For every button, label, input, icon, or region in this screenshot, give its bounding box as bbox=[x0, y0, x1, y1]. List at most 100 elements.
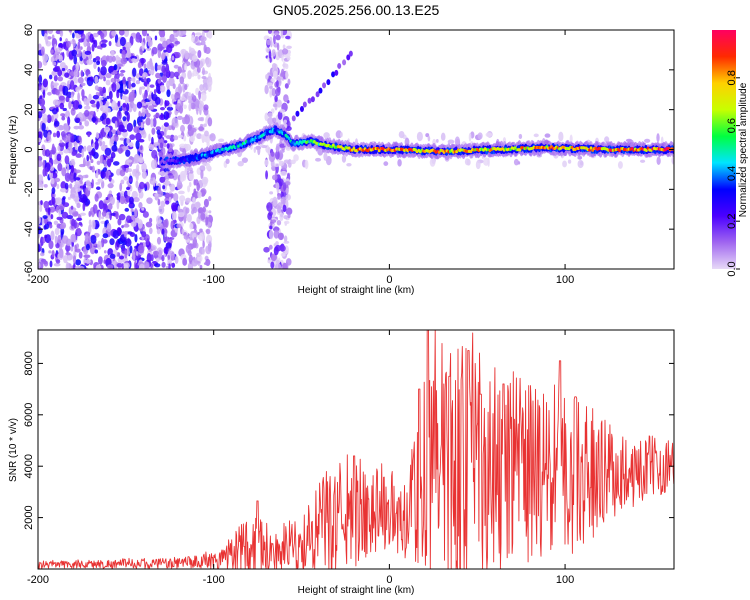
spectrogram-cell bbox=[140, 122, 144, 129]
spectrogram-cell bbox=[70, 91, 75, 96]
spectrogram-cell bbox=[252, 138, 256, 142]
spectrogram-cell bbox=[485, 132, 493, 138]
spectrogram-cell bbox=[110, 77, 117, 83]
spectrogram-cell bbox=[156, 215, 161, 225]
spectrogram-cell bbox=[112, 106, 116, 111]
spectrogram-cell bbox=[265, 73, 269, 80]
spectrogram-cell bbox=[50, 230, 55, 241]
spectrogram-cell bbox=[164, 232, 168, 237]
spectrogram-cell bbox=[179, 69, 186, 73]
spectrogram-cell bbox=[137, 219, 143, 229]
spectrogram-cell bbox=[47, 91, 52, 96]
spectrogram-cell bbox=[346, 162, 352, 167]
spectrogram-cell bbox=[264, 84, 269, 95]
spectrogram-cell bbox=[77, 41, 81, 50]
spectrogram-cell bbox=[157, 132, 163, 140]
spectrogram-cell bbox=[163, 143, 167, 148]
spectrogram-cell bbox=[435, 138, 439, 143]
spectrogram-cell bbox=[122, 145, 129, 151]
spectrogram-cell bbox=[157, 198, 161, 206]
spectrogram-cell bbox=[196, 107, 199, 115]
spectrogram-cell bbox=[89, 76, 94, 82]
spectrogram-cell bbox=[123, 223, 130, 228]
spectrogram-cell bbox=[138, 112, 144, 117]
spectrogram-cell bbox=[88, 210, 92, 217]
spectrogram-cell bbox=[126, 103, 130, 112]
spectrogram-cell bbox=[203, 262, 209, 266]
spectrogram-cell bbox=[105, 170, 109, 179]
spectrogram-cell bbox=[72, 100, 80, 110]
spectrogram-cell bbox=[40, 105, 46, 114]
chart-title: GN05.2025.256.00.13.E25 bbox=[273, 2, 440, 18]
spectrogram-cell bbox=[97, 256, 103, 265]
spectrogram-cell bbox=[198, 100, 205, 111]
spectrogram-cell bbox=[297, 142, 300, 146]
spectrogram-cell bbox=[54, 65, 61, 72]
spectrogram-cell bbox=[89, 33, 94, 43]
spectrogram-cell bbox=[124, 238, 132, 247]
spectrogram-cell bbox=[199, 123, 204, 128]
spectrogram-cell bbox=[122, 116, 127, 122]
spectrogram-x-tick-label: 100 bbox=[556, 274, 574, 286]
spectrogram-cell bbox=[73, 183, 81, 190]
spectrogram-cell bbox=[193, 179, 196, 186]
spectrogram-cell bbox=[178, 105, 184, 114]
spectrogram-cell bbox=[150, 254, 154, 262]
spectrogram-cell bbox=[272, 117, 277, 124]
spectrogram-cell bbox=[166, 44, 173, 54]
spectrogram-cell bbox=[107, 55, 113, 63]
spectrogram-cell bbox=[193, 188, 197, 194]
spectrogram-cell bbox=[285, 258, 292, 266]
spectrogram-cell bbox=[279, 245, 286, 252]
spectrogram-cell bbox=[567, 159, 572, 164]
spectrogram-cell bbox=[80, 70, 84, 78]
spectrogram-cell bbox=[77, 30, 84, 35]
spectrogram-cell bbox=[279, 232, 283, 240]
spectrogram-cell bbox=[346, 54, 351, 61]
snr-y-label: SNR (10 * v/v) bbox=[8, 418, 19, 482]
spectrogram-cell bbox=[42, 78, 48, 88]
spectrogram-cell bbox=[115, 211, 119, 220]
spectrogram-cell bbox=[161, 40, 168, 49]
spectrogram-cell bbox=[207, 117, 213, 127]
spectrogram-cell bbox=[63, 255, 68, 264]
spectrogram-cell bbox=[268, 244, 273, 250]
spectrogram-cell bbox=[65, 238, 72, 247]
spectrogram-cell bbox=[158, 249, 163, 259]
spectrogram-cell bbox=[119, 255, 125, 260]
spectrogram-cell bbox=[59, 61, 66, 69]
spectrogram-cell bbox=[138, 77, 142, 81]
spectrogram-cell bbox=[85, 33, 89, 40]
spectrogram-cell bbox=[139, 127, 144, 131]
spectrogram-x-tick-label: -100 bbox=[203, 274, 225, 286]
spectrogram-cell bbox=[203, 104, 209, 111]
spectrogram-cell bbox=[188, 103, 192, 112]
spectrogram-cell bbox=[342, 59, 347, 66]
spectrogram-cell bbox=[131, 211, 135, 216]
spectrogram-cell bbox=[89, 99, 96, 105]
spectrogram-cell bbox=[167, 255, 171, 260]
spectrogram-cell bbox=[62, 41, 66, 50]
spectrogram-cell bbox=[73, 172, 77, 182]
spectrogram-cell bbox=[55, 197, 63, 205]
spectrogram-cell bbox=[128, 142, 134, 148]
spectrogram-cell bbox=[323, 132, 330, 139]
spectrogram-cell bbox=[188, 171, 195, 182]
spectrogram-y-tick-label: 40 bbox=[23, 64, 35, 76]
spectrogram-cell bbox=[46, 212, 53, 221]
spectrogram-cell bbox=[179, 173, 185, 183]
spectrogram-cell bbox=[146, 84, 150, 93]
spectrogram-cell bbox=[196, 133, 202, 140]
spectrogram-cell bbox=[274, 244, 282, 252]
spectrogram-cell bbox=[283, 220, 290, 225]
spectrogram-cell bbox=[270, 130, 274, 134]
spectrogram-cell bbox=[127, 159, 133, 163]
spectrogram-cell bbox=[180, 124, 185, 133]
spectrogram-cell bbox=[103, 259, 107, 264]
spectrogram-cell bbox=[136, 101, 143, 109]
spectrogram-cell bbox=[135, 172, 139, 181]
spectrogram-cell bbox=[105, 72, 112, 79]
spectrogram-cell bbox=[645, 148, 648, 152]
spectrogram-cell bbox=[164, 218, 169, 229]
